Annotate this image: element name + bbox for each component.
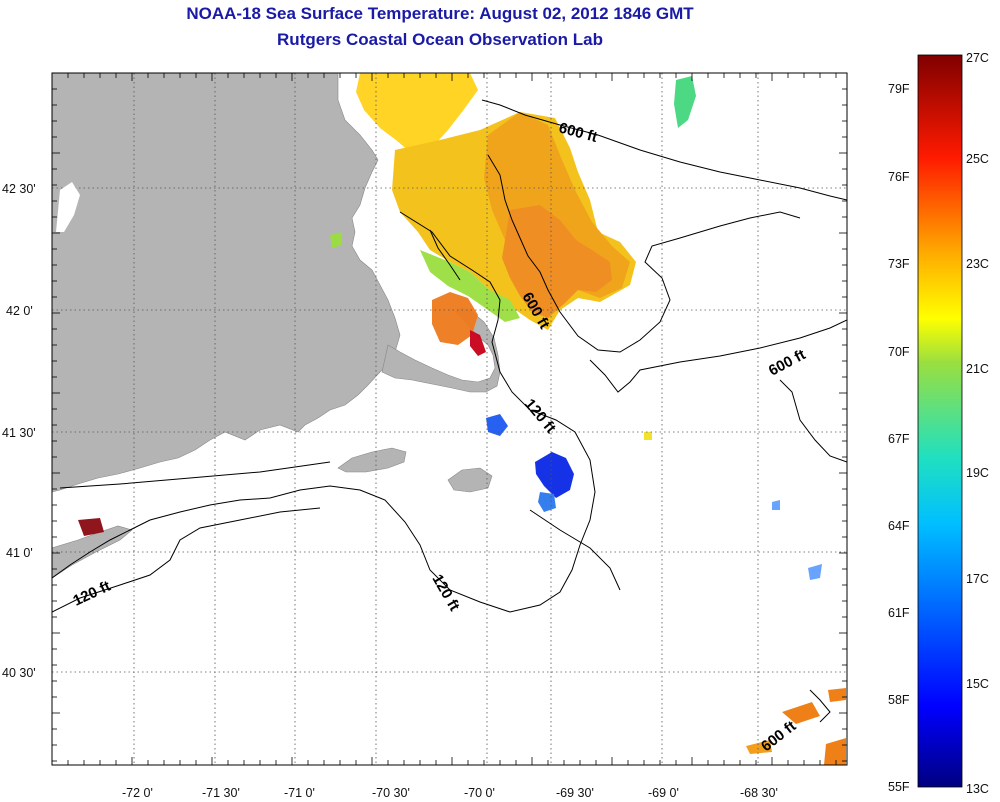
longitude-labels: -72 0' -71 30' -71 0' -70 30' -70 0' -69… <box>122 786 778 800</box>
lat-label: 42 0' <box>6 304 33 318</box>
land-mainland <box>52 73 401 493</box>
colorbar-f-labels: 79F 76F 73F 70F 67F 64F 61F 58F 55F <box>888 82 910 794</box>
colorbar-f-label: 73F <box>888 257 910 271</box>
map-subtitle: Rutgers Coastal Ocean Observation Lab <box>277 30 603 49</box>
colorbar-c-label: 15C <box>966 677 989 691</box>
colorbar-c-label: 19C <box>966 466 989 480</box>
lat-label: 41 0' <box>6 546 33 560</box>
map-title: NOAA-18 Sea Surface Temperature: August … <box>186 4 694 23</box>
lat-label: 40 30' <box>2 666 36 680</box>
colorbar-c-label: 21C <box>966 362 989 376</box>
frame-ticks <box>51 72 847 765</box>
colorbar-c-label: 23C <box>966 257 989 271</box>
lon-label: -68 30' <box>740 786 778 800</box>
colorbar-f-label: 67F <box>888 432 910 446</box>
colorbar-f-label: 70F <box>888 345 910 359</box>
colorbar-c-label: 25C <box>966 152 989 166</box>
lat-label: 41 30' <box>2 426 36 440</box>
lat-label: 42 30' <box>2 182 36 196</box>
graticule <box>52 73 847 765</box>
land-marthas-vineyard <box>337 447 407 473</box>
lon-label: -69 30' <box>556 786 594 800</box>
land-nantucket <box>447 467 493 493</box>
lon-label: -71 0' <box>284 786 315 800</box>
colorbar-f-label: 58F <box>888 693 910 707</box>
lon-label: -70 30' <box>372 786 410 800</box>
lon-label: -70 0' <box>464 786 495 800</box>
map-frame <box>51 72 848 766</box>
sst-data-layer <box>78 73 846 765</box>
colorbar-c-label: 13C <box>966 782 989 796</box>
cloud-mask <box>56 182 80 232</box>
bathymetry-contours <box>52 99 847 723</box>
latitude-labels: 42 30' 42 0' 41 30' 41 0' 40 30' <box>2 182 36 680</box>
colorbar <box>917 54 963 788</box>
lon-label: -71 30' <box>202 786 240 800</box>
lon-label: -69 0' <box>648 786 679 800</box>
colorbar-f-label: 55F <box>888 780 910 794</box>
colorbar-f-label: 76F <box>888 170 910 184</box>
lon-label: -72 0' <box>122 786 153 800</box>
colorbar-c-label: 27C <box>966 51 989 65</box>
colorbar-c-label: 17C <box>966 572 989 586</box>
colorbar-c-labels: 27C 25C 23C 21C 19C 17C 15C 13C <box>966 51 989 796</box>
colorbar-f-label: 64F <box>888 519 910 533</box>
colorbar-f-label: 79F <box>888 82 910 96</box>
colorbar-f-label: 61F <box>888 606 910 620</box>
